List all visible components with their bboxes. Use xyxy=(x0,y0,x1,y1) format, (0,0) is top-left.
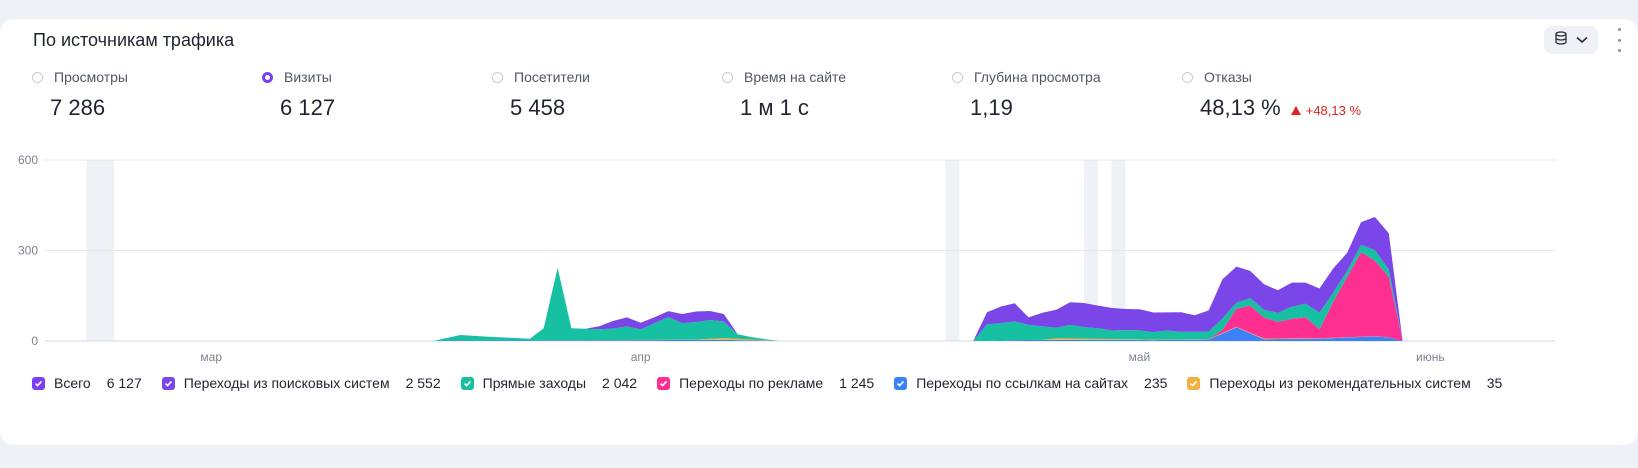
metric-radio[interactable] xyxy=(1182,71,1193,83)
legend-item-ads[interactable]: Переходы по рекламе 1 245 xyxy=(657,375,874,391)
checkbox-icon[interactable] xyxy=(894,376,908,390)
x-tick-label: май xyxy=(1129,350,1151,364)
legend-label: Переходы по рекламе xyxy=(679,375,824,391)
legend-label: Переходы из поисковых систем xyxy=(183,375,390,391)
database-icon xyxy=(1554,30,1568,50)
area-series xyxy=(45,217,1555,341)
metric-radio-selected[interactable] xyxy=(262,71,273,83)
checkbox-icon[interactable] xyxy=(460,376,474,390)
metric-value: 48,13 % xyxy=(1200,95,1281,120)
metric-label: Визиты xyxy=(284,69,332,85)
triangle-up-icon xyxy=(1290,106,1301,115)
card-title: По источникам трафика xyxy=(33,30,235,50)
checkbox-icon[interactable] xyxy=(32,376,45,390)
metric-page-depth[interactable]: Глубина просмотра 1,19 xyxy=(952,68,1182,121)
metric-visitors[interactable]: Посетители 5 458 xyxy=(492,68,722,121)
metric-value: 1 м 1 с xyxy=(740,95,809,120)
metric-radio[interactable] xyxy=(952,71,963,83)
metric-label: Отказы xyxy=(1204,69,1252,85)
metric-value: 5 458 xyxy=(510,95,566,120)
y-tick-label: 0 xyxy=(31,334,38,348)
metric-value: 6 127 xyxy=(280,95,336,120)
legend-value: 2 042 xyxy=(602,375,638,391)
legend-item-search[interactable]: Переходы из поисковых систем 2 552 xyxy=(161,375,441,391)
checkbox-icon[interactable] xyxy=(161,376,175,390)
more-options-icon[interactable] xyxy=(1616,28,1622,52)
metric-bounce-rate[interactable]: Отказы 48,13 % +48,13 % xyxy=(1182,68,1442,121)
x-tick-label: апр xyxy=(631,350,651,364)
legend-label: Переходы из рекомендательных систем xyxy=(1209,375,1471,391)
chevron-down-icon xyxy=(1576,31,1588,49)
data-source-dropdown-button[interactable] xyxy=(1544,26,1598,54)
y-tick-label: 600 xyxy=(18,153,38,167)
metric-label: Глубина просмотра xyxy=(974,69,1101,85)
checkbox-icon[interactable] xyxy=(657,376,671,390)
x-tick-label: июнь xyxy=(1416,350,1445,364)
metric-visits[interactable]: Визиты 6 127 xyxy=(262,68,492,121)
legend-value: 235 xyxy=(1144,375,1168,391)
legend-label: Прямые заходы xyxy=(482,375,587,391)
metric-label: Просмотры xyxy=(54,69,128,85)
legend-item-recommendations[interactable]: Переходы из рекомендательных систем 35 xyxy=(1187,375,1502,391)
legend-value: 2 552 xyxy=(405,375,441,391)
metric-radio[interactable] xyxy=(722,71,733,83)
metric-radio[interactable] xyxy=(32,71,43,83)
delta-badge: +48,13 % xyxy=(1290,103,1362,118)
checkbox-icon[interactable] xyxy=(1187,376,1201,390)
legend-value: 6 127 xyxy=(106,375,142,391)
legend-item-links[interactable]: Переходы по ссылкам на сайтах 235 xyxy=(894,375,1167,391)
legend-item-direct[interactable]: Прямые заходы 2 042 xyxy=(460,375,638,391)
legend-label: Всего xyxy=(54,375,91,391)
legend-item-total[interactable]: Всего 6 127 xyxy=(32,375,142,391)
legend-label: Переходы по ссылкам на сайтах xyxy=(916,375,1129,391)
delta-value: +48,13 % xyxy=(1305,103,1362,118)
y-tick-label: 300 xyxy=(18,244,38,258)
metric-label: Посетители xyxy=(514,69,590,85)
x-tick-label: мар xyxy=(200,350,222,364)
metric-value: 7 286 xyxy=(50,95,106,120)
metric-radio[interactable] xyxy=(492,71,503,83)
metric-value: 1,19 xyxy=(970,95,1013,120)
metric-time-on-site[interactable]: Время на сайте 1 м 1 с xyxy=(722,68,952,121)
chart-legend: Всего 6 127 Переходы из поисковых систем… xyxy=(32,375,1522,391)
legend-value: 35 xyxy=(1486,375,1503,391)
metric-pageviews[interactable]: Просмотры 7 286 xyxy=(32,68,262,121)
legend-value: 1 245 xyxy=(839,375,875,391)
metric-label: Время на сайте xyxy=(744,69,847,85)
